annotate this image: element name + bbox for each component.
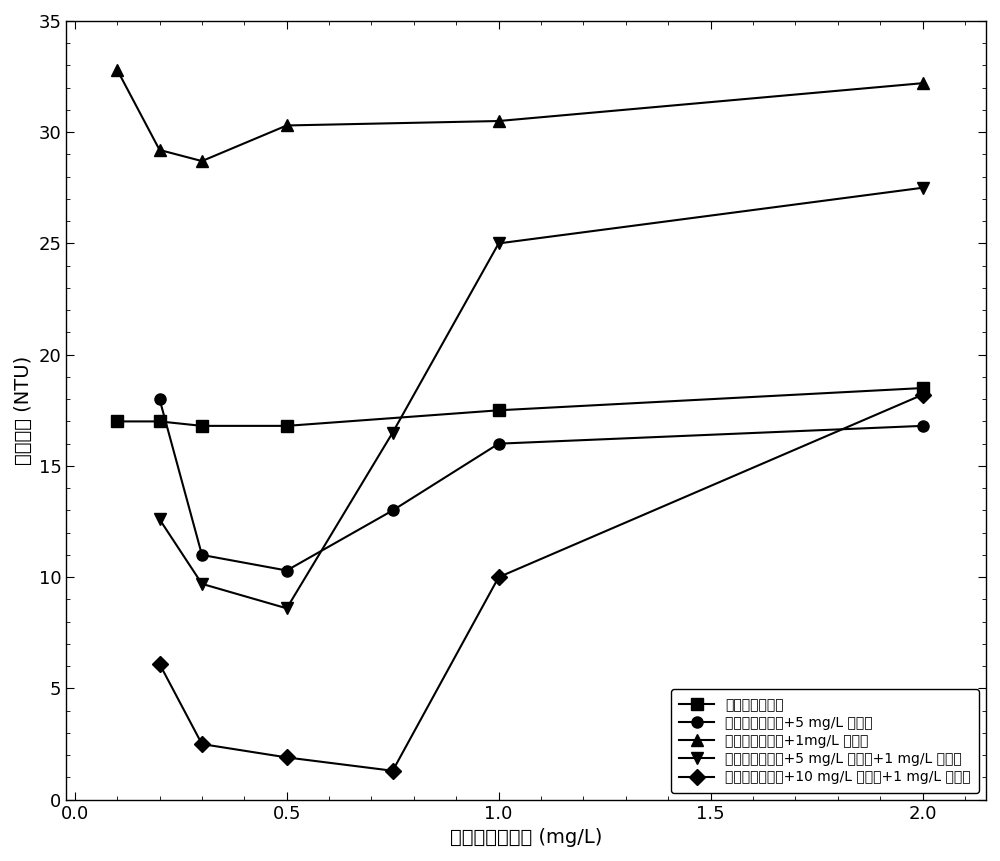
改性淀粉絮凝剂+1mg/L 高岭土 [154,145,166,155]
改性淀粉絮凝剂 [917,383,929,393]
改性淀粉絮凝剂+5 mg/L 聚硅酸+1 mg/L 高岭土 [154,514,166,524]
改性淀粉絮凝剂+5 mg/L 聚硅酸+1 mg/L 高岭土 [281,604,293,614]
改性淀粉絮凝剂 [154,416,166,426]
Y-axis label: 剩余浊度 (NTU): 剩余浊度 (NTU) [14,356,33,465]
改性淀粉絮凝剂+1mg/L 高岭土 [196,156,208,166]
改性淀粉絮凝剂+10 mg/L 聚硅酸+1 mg/L 高岭土 [917,389,929,400]
改性淀粉絮凝剂+1mg/L 高岭土 [493,116,505,127]
改性淀粉絮凝剂 [111,416,123,426]
改性淀粉絮凝剂+10 mg/L 聚硅酸+1 mg/L 高岭土 [196,739,208,749]
改性淀粉絮凝剂 [493,406,505,416]
改性淀粉絮凝剂+5 mg/L 聚硅酸+1 mg/L 高岭土 [917,183,929,193]
Line: 改性淀粉絮凝剂+10 mg/L 聚硅酸+1 mg/L 高岭土: 改性淀粉絮凝剂+10 mg/L 聚硅酸+1 mg/L 高岭土 [154,389,928,777]
改性淀粉絮凝剂+1mg/L 高岭土 [281,121,293,131]
改性淀粉絮凝剂+5 mg/L 聚硅酸 [917,421,929,431]
改性淀粉絮凝剂+5 mg/L 聚硅酸 [281,566,293,576]
改性淀粉絮凝剂+10 mg/L 聚硅酸+1 mg/L 高岭土 [387,765,399,776]
Line: 改性淀粉絮凝剂: 改性淀粉絮凝剂 [112,382,928,431]
Line: 改性淀粉絮凝剂+5 mg/L 聚硅酸+1 mg/L 高岭土: 改性淀粉絮凝剂+5 mg/L 聚硅酸+1 mg/L 高岭土 [154,183,928,614]
Line: 改性淀粉絮凝剂+5 mg/L 聚硅酸: 改性淀粉絮凝剂+5 mg/L 聚硅酸 [154,393,928,576]
改性淀粉絮凝剂+5 mg/L 聚硅酸 [196,550,208,561]
X-axis label: 改性淀粉絮凝剂 (mg/L): 改性淀粉絮凝剂 (mg/L) [450,828,602,847]
改性淀粉絮凝剂+10 mg/L 聚硅酸+1 mg/L 高岭土 [281,753,293,763]
改性淀粉絮凝剂+1mg/L 高岭土 [917,78,929,89]
改性淀粉絮凝剂 [281,421,293,431]
改性淀粉絮凝剂+5 mg/L 聚硅酸 [493,438,505,449]
改性淀粉絮凝剂+5 mg/L 聚硅酸 [154,394,166,405]
改性淀粉絮凝剂+5 mg/L 聚硅酸+1 mg/L 高岭土 [387,427,399,437]
改性淀粉絮凝剂+5 mg/L 聚硅酸+1 mg/L 高岭土 [493,238,505,249]
改性淀粉絮凝剂+10 mg/L 聚硅酸+1 mg/L 高岭土 [154,659,166,669]
改性淀粉絮凝剂 [196,421,208,431]
改性淀粉絮凝剂+5 mg/L 聚硅酸 [387,505,399,516]
改性淀粉絮凝剂+10 mg/L 聚硅酸+1 mg/L 高岭土 [493,572,505,582]
改性淀粉絮凝剂+1mg/L 高岭土 [111,65,123,75]
Legend: 改性淀粉絮凝剂, 改性淀粉絮凝剂+5 mg/L 聚硅酸, 改性淀粉絮凝剂+1mg/L 高岭土, 改性淀粉絮凝剂+5 mg/L 聚硅酸+1 mg/L 高岭土, 改: 改性淀粉絮凝剂, 改性淀粉絮凝剂+5 mg/L 聚硅酸, 改性淀粉絮凝剂+1mg… [671,690,979,793]
改性淀粉絮凝剂+5 mg/L 聚硅酸+1 mg/L 高岭土 [196,579,208,589]
Line: 改性淀粉絮凝剂+1mg/L 高岭土: 改性淀粉絮凝剂+1mg/L 高岭土 [112,65,928,167]
